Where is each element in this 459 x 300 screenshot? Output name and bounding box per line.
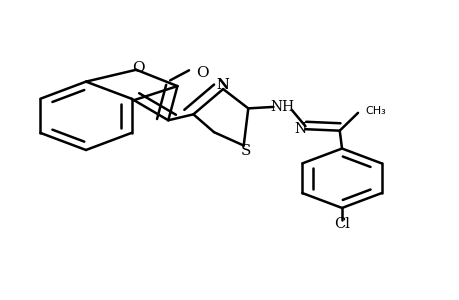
Text: NH: NH <box>270 100 294 114</box>
Text: O: O <box>132 61 145 75</box>
Text: N: N <box>216 78 229 92</box>
Text: Cl: Cl <box>333 217 349 231</box>
Text: S: S <box>241 145 251 158</box>
Text: O: O <box>196 66 208 80</box>
Text: CH₃: CH₃ <box>364 106 385 116</box>
Text: N: N <box>294 122 306 136</box>
